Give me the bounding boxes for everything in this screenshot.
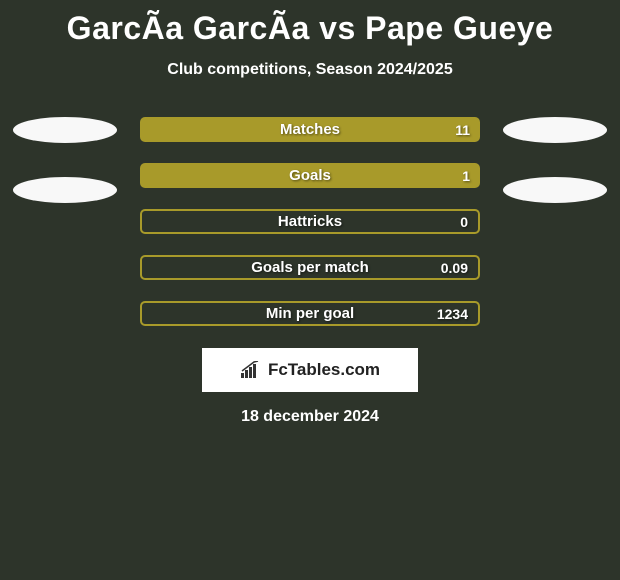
stat-bar-matches: Matches 11: [140, 117, 480, 142]
stat-bar-goals: Goals 1: [140, 163, 480, 188]
player-ellipse: [13, 177, 117, 203]
comparison-title: GarcÃ­a GarcÃ­a vs Pape Gueye: [0, 0, 620, 47]
player-ellipse: [13, 117, 117, 143]
stat-value: 0: [460, 214, 468, 230]
competition-subtitle: Club competitions, Season 2024/2025: [0, 61, 620, 79]
snapshot-date: 18 december 2024: [0, 408, 620, 426]
stat-label: Min per goal: [266, 305, 354, 322]
stat-label: Hattricks: [278, 213, 342, 230]
stats-container: Matches 11 Goals 1 Hattricks 0 Goals per…: [0, 117, 620, 326]
stat-value: 1234: [437, 306, 468, 322]
stat-bar-mpg: Min per goal 1234: [140, 301, 480, 326]
source-logo: FcTables.com: [202, 348, 418, 392]
stat-label: Matches: [280, 121, 340, 138]
stat-bar-hattricks: Hattricks 0: [140, 209, 480, 234]
chart-icon: [240, 361, 262, 379]
left-column: [10, 117, 120, 203]
stat-label: Goals: [289, 167, 331, 184]
player-ellipse: [503, 117, 607, 143]
right-column: [500, 117, 610, 203]
logo-text: FcTables.com: [268, 360, 380, 380]
stat-value: 11: [455, 122, 470, 138]
stats-bars: Matches 11 Goals 1 Hattricks 0 Goals per…: [140, 117, 480, 326]
stat-label: Goals per match: [251, 259, 369, 276]
stat-value: 0.09: [441, 260, 468, 276]
stat-value: 1: [462, 168, 470, 184]
player-ellipse: [503, 177, 607, 203]
stat-bar-gpm: Goals per match 0.09: [140, 255, 480, 280]
